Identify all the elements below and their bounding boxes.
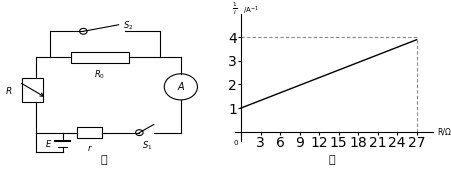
Text: $S_1$: $S_1$ bbox=[143, 140, 153, 152]
Text: $E$: $E$ bbox=[45, 138, 52, 149]
Circle shape bbox=[164, 74, 198, 100]
Text: 甲: 甲 bbox=[101, 155, 107, 165]
Text: $\frac{1}{I}$: $\frac{1}{I}$ bbox=[232, 1, 238, 17]
Text: $r$: $r$ bbox=[87, 143, 92, 153]
Bar bbox=[71, 52, 129, 63]
Text: 乙: 乙 bbox=[329, 155, 336, 165]
Text: A: A bbox=[178, 82, 184, 92]
Text: /A$^{-1}$: /A$^{-1}$ bbox=[243, 5, 259, 17]
Text: $R_0$: $R_0$ bbox=[94, 68, 106, 80]
Text: $S_2$: $S_2$ bbox=[123, 19, 133, 32]
Bar bbox=[22, 78, 43, 102]
Bar bbox=[77, 127, 102, 138]
Text: 0: 0 bbox=[234, 140, 238, 146]
Text: $R$: $R$ bbox=[5, 85, 13, 96]
Text: R/Ω: R/Ω bbox=[437, 127, 451, 136]
